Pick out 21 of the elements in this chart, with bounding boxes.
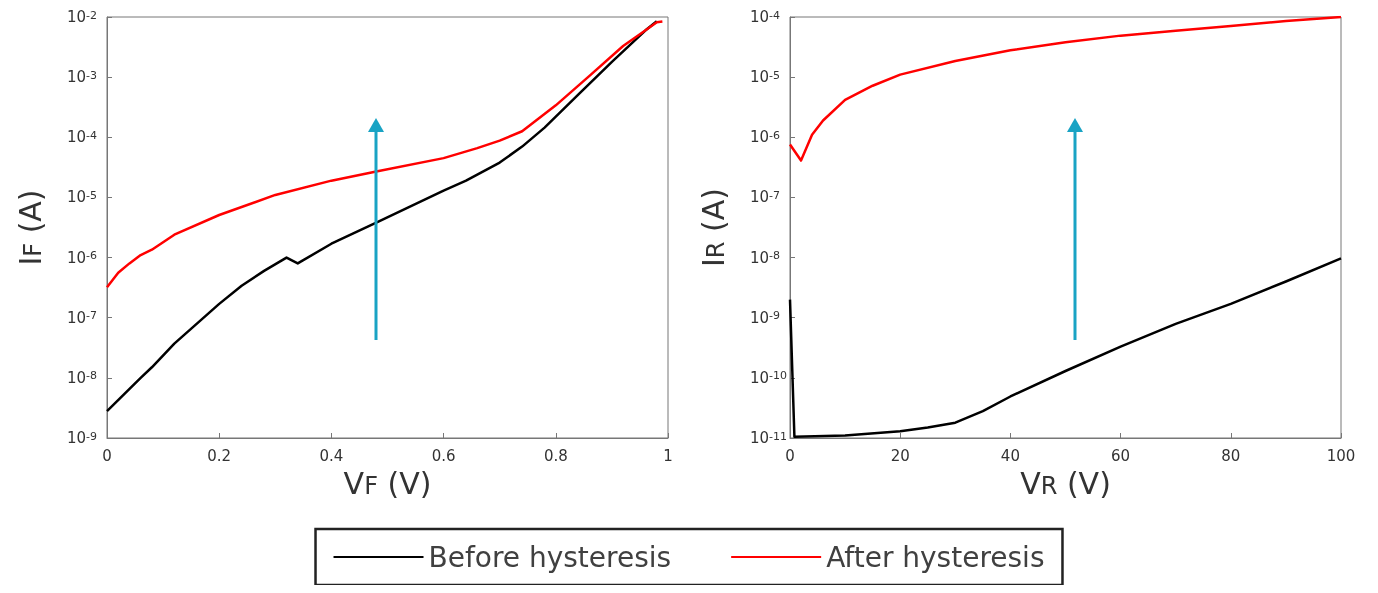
y-axis-title: IR (A) — [695, 188, 731, 267]
x-tick-label: 60 — [1111, 446, 1131, 465]
x-axis-title: VF (V) — [343, 465, 432, 501]
y-axis-title: IF (A) — [12, 189, 48, 266]
line-series — [105, 20, 664, 289]
x-tick-label: 20 — [890, 446, 910, 465]
x-tick-label: 0 — [102, 446, 112, 465]
line-series — [788, 15, 1343, 162]
x-axis-title: VR (V) — [1020, 465, 1111, 501]
x-tick-label: 0.6 — [431, 446, 456, 465]
x-tick-label: 0.2 — [207, 446, 232, 465]
legend-label: Before hysteresis — [428, 540, 672, 574]
x-tick-label: 0.4 — [319, 446, 344, 465]
x-tick-label: 0.8 — [543, 446, 568, 465]
legend-label: After hysteresis — [826, 540, 1045, 574]
x-tick-label: 80 — [1221, 446, 1241, 465]
x-tick-label: 1 — [663, 446, 673, 465]
x-tick-label: 40 — [1000, 446, 1020, 465]
x-tick-label: 100 — [1326, 446, 1356, 465]
line-series — [105, 19, 659, 413]
x-tick-label: 0 — [785, 446, 795, 465]
